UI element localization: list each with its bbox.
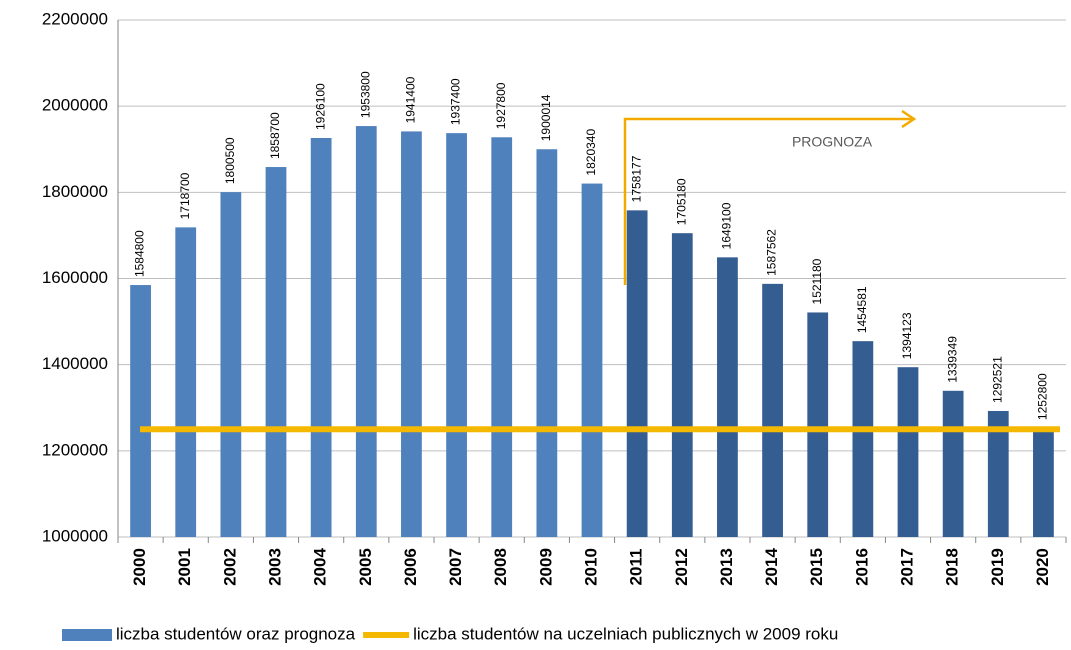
value-label: 1820340 — [584, 129, 598, 176]
bar — [807, 312, 829, 537]
bar — [175, 227, 197, 537]
value-label: 1937400 — [449, 78, 463, 125]
value-label: 1927800 — [494, 82, 508, 129]
bar — [220, 192, 242, 537]
value-label: 1252800 — [1036, 373, 1050, 420]
x-tick-label: 2003 — [265, 548, 284, 586]
x-tick-label: 2014 — [762, 548, 781, 586]
x-tick-label: 2017 — [897, 548, 916, 586]
legend-swatch — [62, 629, 112, 641]
x-tick-label: 2002 — [220, 548, 239, 586]
x-tick-label: 2016 — [852, 548, 871, 586]
value-label: 1926100 — [313, 83, 327, 130]
x-tick-label: 2000 — [130, 548, 149, 586]
forecast-arrow — [623, 109, 917, 285]
x-tick-label: 2012 — [672, 548, 691, 586]
x-tick-label: 2007 — [446, 548, 465, 586]
y-tick-label: 2200000 — [42, 9, 108, 28]
bar — [491, 137, 513, 537]
value-label: 1718700 — [178, 172, 192, 219]
x-tick-label: 2009 — [536, 548, 555, 586]
bar — [1033, 428, 1054, 537]
bar — [536, 149, 558, 538]
y-tick-label: 1600000 — [42, 268, 108, 287]
x-tick-label: 2019 — [988, 548, 1007, 586]
x-tick-label: 2005 — [356, 548, 375, 586]
y-tick-label: 1400000 — [42, 354, 108, 373]
value-label: 1521180 — [810, 258, 824, 304]
value-label: 1394123 — [900, 312, 914, 359]
y-tick-label: 1200000 — [42, 440, 108, 459]
value-label: 1858700 — [268, 112, 282, 159]
value-label: 1649100 — [720, 202, 734, 249]
bar — [130, 285, 151, 537]
bar — [987, 410, 1009, 537]
value-label: 1941400 — [404, 76, 418, 123]
bar — [671, 233, 693, 538]
x-tick-label: 2013 — [717, 548, 736, 586]
bar — [446, 133, 467, 537]
y-tick-label: 1800000 — [42, 182, 108, 201]
bar — [852, 341, 874, 537]
arrow-line — [623, 117, 912, 285]
bar — [310, 138, 332, 537]
value-label: 1454581 — [855, 286, 869, 333]
bar — [355, 126, 377, 537]
x-tick-label: 2008 — [491, 548, 510, 586]
bar — [942, 390, 964, 537]
value-label: 1339349 — [945, 336, 959, 383]
arrow-head — [901, 109, 917, 129]
value-label: 1800500 — [223, 137, 237, 184]
bar — [401, 131, 422, 537]
value-label: 1584800 — [133, 230, 147, 277]
x-tick-label: 2001 — [175, 548, 194, 586]
x-tick-label: 2010 — [581, 548, 600, 586]
x-tick-label: 2006 — [401, 548, 420, 586]
value-label: 1292521 — [990, 356, 1004, 403]
legend-label: liczba studentów oraz prognoza — [116, 624, 356, 643]
bar — [581, 183, 603, 537]
plot: 1000000 1200000 1400000 1600000 1800000 20000… — [42, 9, 1067, 643]
value-label: 1758177 — [629, 155, 643, 202]
value-label: 1900014 — [539, 94, 553, 141]
bar — [265, 167, 287, 538]
x-tick-label: 2018 — [943, 548, 962, 586]
value-label: 1953800 — [358, 71, 372, 118]
x-tick-label: 2011 — [627, 549, 646, 586]
y-tick-label: 1000000 — [42, 526, 108, 545]
x-tick-label: 2020 — [1033, 548, 1052, 586]
value-label: 1587562 — [765, 229, 779, 276]
bar — [762, 283, 783, 537]
y-tick-label: 2000000 — [42, 96, 108, 115]
x-tick-label: 2015 — [807, 548, 826, 586]
bar — [626, 210, 648, 537]
bar — [897, 367, 919, 537]
bar — [717, 257, 738, 537]
x-tick-label: 2004 — [311, 548, 330, 586]
value-label: 1705180 — [674, 178, 688, 225]
legend-label: liczba studentów na uczelniach publiczny… — [413, 624, 838, 643]
annotation: PROGNOZA — [792, 134, 873, 150]
